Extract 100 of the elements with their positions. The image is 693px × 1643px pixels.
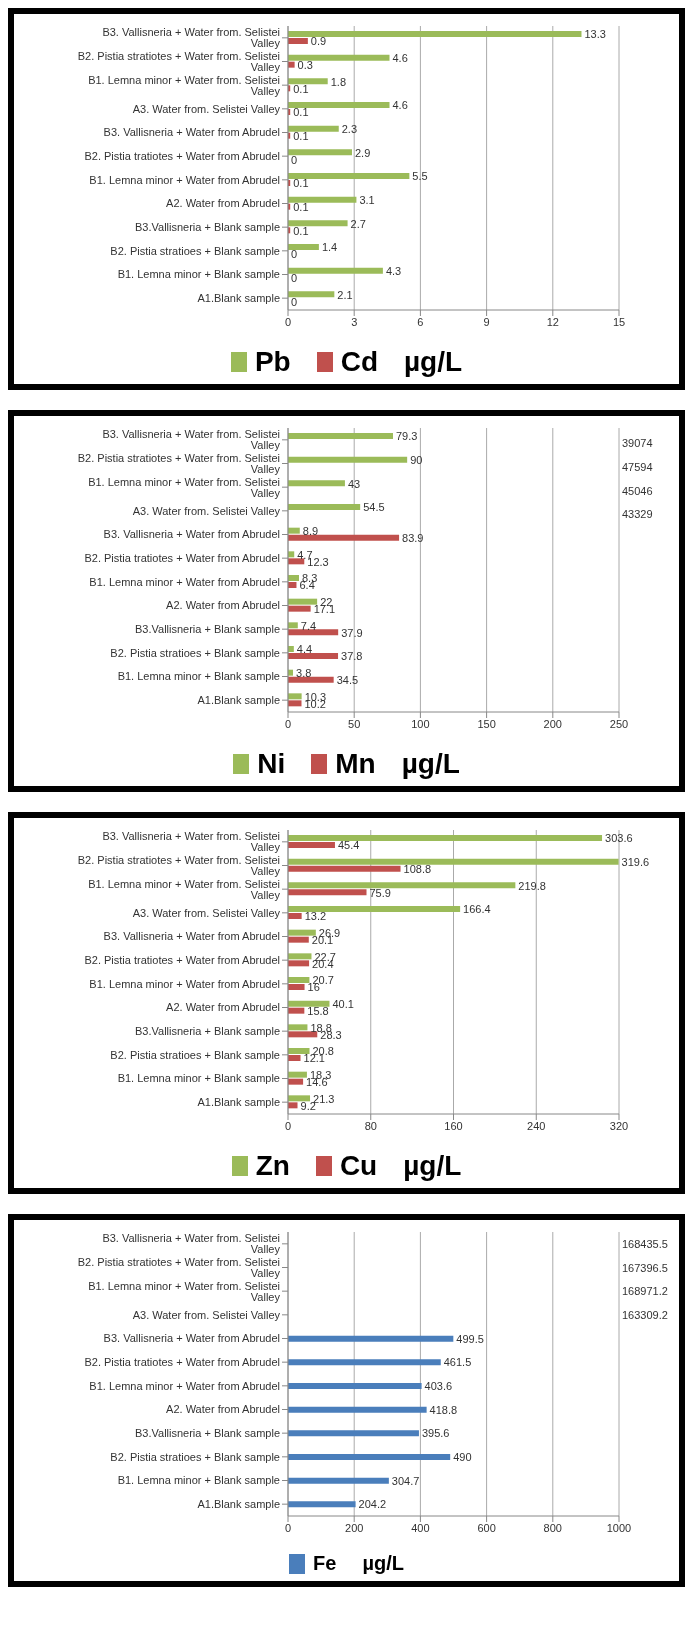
y-tick-label: B2. Pistia stratioes + Blank sample	[110, 646, 280, 659]
y-tick-label: B1. Lemna minor + Blank sample	[117, 268, 280, 281]
data-label: 418.8	[429, 1403, 458, 1416]
data-label: 40.1	[332, 998, 354, 1010]
y-tick-label: A1.Blank sample	[197, 1498, 280, 1511]
bar	[288, 1406, 427, 1413]
y-tick-label: B2. Pistia stratioes + Blank sample	[110, 1450, 280, 1463]
legend-label: Cd	[340, 346, 378, 378]
bar	[288, 1454, 451, 1460]
y-tick-label: B3. Vallisneria + Water from Abrudel	[103, 126, 280, 139]
y-tick-label: B3. Vallisneria + Water from Abrudel	[103, 930, 280, 943]
data-label: 2.7	[350, 217, 366, 230]
bar	[288, 575, 299, 581]
data-label: 490	[453, 1450, 472, 1463]
y-tick-label: A1.Blank sample	[197, 292, 280, 305]
y-tick-label: B3. Vallisneria + Water from. Selistei Valley	[102, 1232, 281, 1256]
x-tick-label: 0	[284, 315, 292, 328]
x-tick-label: 100	[411, 717, 430, 730]
data-label: 15.8	[307, 1005, 329, 1017]
bar	[288, 1095, 311, 1102]
bar	[288, 1335, 454, 1342]
y-tick-label: B3.Vallisneria + Blank sample	[134, 623, 280, 636]
x-axis-title: µg/L	[362, 1552, 404, 1575]
bar	[288, 960, 310, 967]
y-tick-label: B2. Pistia stratiotes + Water from. Selistei Valley	[77, 451, 281, 475]
data-label: 0.3	[297, 59, 313, 71]
y-tick-label: B2. Pistia stratiotes + Water from. Selistei Valley	[77, 1255, 281, 1279]
y-tick-label: B3.Vallisneria + Blank sample	[134, 221, 280, 234]
text: 39074	[622, 437, 653, 450]
data-label: 1.8	[330, 75, 347, 88]
x-tick-label: 0	[284, 717, 292, 730]
data-label: 403.6	[424, 1379, 453, 1392]
x-tick-label: 50	[348, 717, 361, 730]
data-label: 0	[291, 153, 298, 166]
y-tick-label: B3. Vallisneria + Water from. Selistei Valley	[102, 26, 281, 50]
y-tick-label: B2. Pistia tratiotes + Water from Abrudel	[84, 150, 280, 163]
y-tick-label: A3. Water from. Selistei Valley	[132, 906, 281, 919]
y-tick-label: A2. Water from Abrudel	[166, 1001, 280, 1014]
data-label: 37.9	[341, 626, 363, 639]
bar	[288, 149, 352, 156]
data-label: 0.9	[310, 35, 327, 48]
data-label: 45.4	[337, 839, 360, 852]
bar	[288, 1031, 318, 1038]
text: 43329	[622, 508, 653, 521]
bar	[288, 1383, 422, 1389]
bar	[288, 220, 348, 227]
x-axis-title: µg/L	[403, 1150, 462, 1182]
data-label: 34.5	[336, 674, 359, 686]
legend-label: Mn	[335, 748, 376, 780]
bar	[288, 977, 310, 983]
bar	[288, 61, 295, 68]
bar	[288, 913, 302, 919]
data-label: 304.7	[391, 1474, 420, 1487]
y-tick-label: A2. Water from Abrudel	[166, 1403, 280, 1416]
text: 167396.5	[622, 1261, 668, 1274]
bar	[288, 700, 302, 707]
bar	[288, 1430, 419, 1437]
data-label: 43	[347, 477, 361, 490]
y-tick-label: B1. Lemna minor + Water from Abrudel	[89, 575, 280, 588]
x-tick-label: 15	[612, 315, 626, 328]
y-tick-label: A3. Water from. Selistei Valley	[132, 504, 281, 517]
data-label: 83.9	[402, 532, 424, 544]
bar	[288, 936, 309, 943]
data-label: 90	[410, 454, 423, 466]
data-label: 79.3	[395, 430, 418, 443]
y-tick-label: B2. Pistia stratioes + Blank sample	[110, 244, 280, 257]
bar	[288, 842, 335, 848]
bar	[288, 1078, 304, 1085]
data-label: 2.1	[337, 288, 353, 301]
x-tick-label: 240	[527, 1119, 546, 1132]
legend-label: Fe	[313, 1552, 337, 1575]
legend-label: Cu	[339, 1150, 378, 1182]
bar	[288, 54, 390, 61]
data-label: 4.3	[385, 265, 402, 277]
bar	[288, 1007, 305, 1014]
bar	[288, 1024, 308, 1031]
x-tick-label: 3	[351, 315, 358, 328]
x-tick-label: 250	[609, 717, 629, 730]
text: 45046	[622, 484, 653, 497]
y-tick-label: A3. Water from. Selistei Valley	[132, 102, 281, 115]
data-label: 5.5	[412, 170, 428, 183]
bar	[288, 889, 367, 896]
bar	[288, 456, 408, 463]
bar	[288, 244, 319, 250]
y-tick-label: B1. Lemna minor + Blank sample	[117, 1474, 280, 1487]
bar	[288, 1501, 356, 1508]
text: 168435.5	[622, 1237, 668, 1250]
data-label: 0.1	[293, 82, 309, 95]
data-label: 13.3	[584, 28, 606, 41]
data-label: 4.4	[296, 643, 313, 656]
data-label: 37.8	[341, 650, 363, 663]
x-tick-label: 9	[483, 315, 490, 328]
data-label: 0.1	[293, 130, 309, 142]
x-tick-label: 0	[284, 1521, 292, 1534]
bar	[288, 1048, 310, 1054]
y-tick-label: B1. Lemna minor + Water from. Selistei Valley	[88, 475, 281, 499]
x-axis-title: µg/L	[403, 346, 463, 378]
y-tick-label: A2. Water from Abrudel	[166, 197, 280, 210]
y-tick-label: B2. Pistia tratiotes + Water from Abrudel	[84, 552, 280, 565]
bar	[288, 865, 401, 872]
